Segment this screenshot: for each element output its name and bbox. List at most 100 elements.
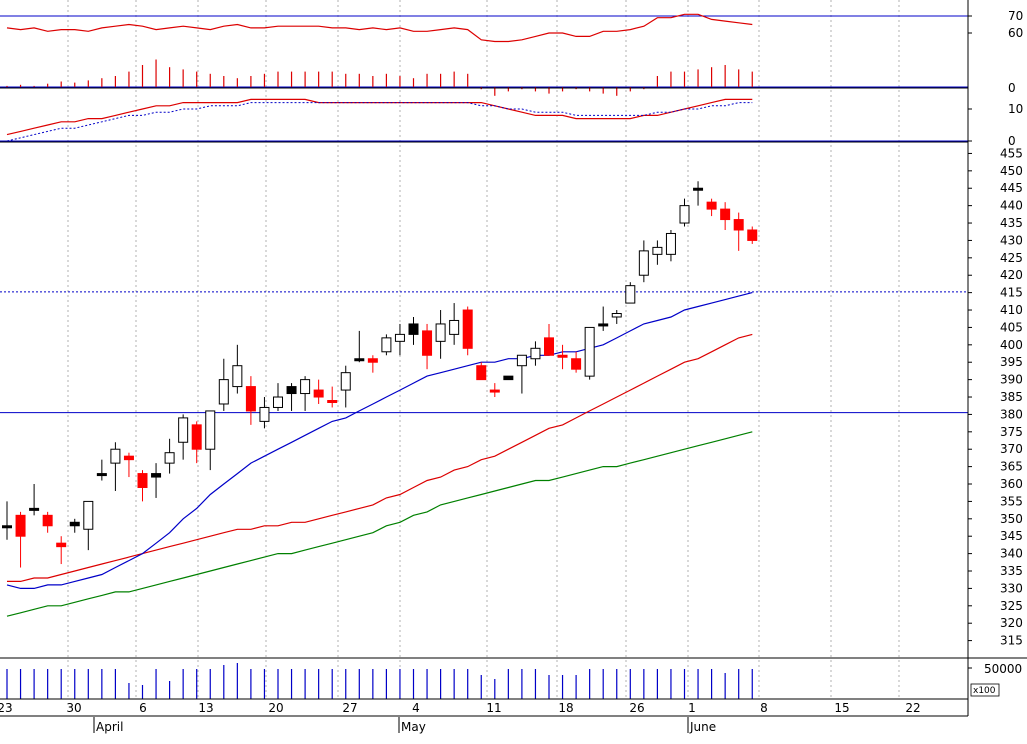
price-tick-label: 330 (1000, 581, 1023, 595)
candle (476, 362, 487, 381)
candle-body (638, 250, 649, 276)
candle (259, 397, 270, 429)
candle-body (516, 354, 527, 367)
candle (83, 500, 94, 551)
frame (0, 0, 1027, 716)
candle-body (273, 396, 283, 408)
candle-body (747, 229, 758, 241)
candle-body (123, 455, 134, 461)
candle (530, 341, 541, 366)
candle-body (42, 514, 53, 527)
candle (584, 326, 595, 380)
price-tick-label: 315 (1000, 634, 1023, 648)
candle (598, 306, 609, 331)
price-tick-label: 435 (1000, 216, 1023, 230)
candle-body (706, 201, 717, 210)
candle-body (693, 187, 704, 191)
day-label: 27 (342, 701, 357, 715)
candle (69, 518, 80, 533)
candle-body (232, 365, 243, 388)
macd-tick-label: 0 (1008, 134, 1016, 148)
candle (96, 459, 107, 481)
candle (516, 354, 527, 394)
candle (449, 303, 460, 345)
candle-body (720, 208, 731, 221)
candle (679, 198, 690, 227)
candle (665, 229, 676, 262)
macd-panel: 0 10 (0, 98, 1023, 148)
candle (42, 511, 53, 533)
candle (218, 358, 229, 411)
price-tick-label: 410 (1000, 303, 1023, 317)
candle (300, 376, 311, 411)
price-tick-label: 425 (1000, 251, 1023, 265)
candle-body (584, 326, 595, 377)
volume-multiplier-label: x100 (973, 686, 996, 696)
candle-body (381, 337, 392, 353)
price-tick-label: 375 (1000, 425, 1023, 439)
month-label: April (96, 720, 123, 734)
rsi-tick-label: 70 (1008, 9, 1023, 23)
candle-body (408, 323, 419, 335)
candle (137, 470, 148, 502)
candle-body (503, 375, 514, 381)
candle-body (96, 473, 107, 477)
candle (720, 202, 731, 230)
candle-body (137, 473, 148, 488)
day-label: 22 (905, 701, 920, 715)
price-tick-label: 450 (1000, 164, 1023, 178)
candle (638, 240, 649, 283)
candle-body (530, 347, 541, 360)
candle (340, 365, 351, 408)
candle (503, 375, 514, 381)
candle (408, 316, 419, 345)
price-panel: 315 320 325 330 335 340 345 350 355 360 365 370 375 3… (0, 146, 1023, 648)
rsi-zero-label: 0 (1008, 81, 1016, 95)
candle-body (367, 358, 378, 363)
candle-body (69, 521, 80, 527)
candle-body (259, 406, 270, 422)
macd-signal-line (6, 102, 753, 142)
candle-body (544, 337, 554, 356)
candle (462, 306, 473, 356)
ma-long-line (6, 431, 753, 617)
candle (733, 212, 744, 251)
macd-tick-label: 10 (1008, 102, 1023, 116)
month-label: May (401, 720, 426, 734)
candle-body (313, 389, 324, 398)
price-tick-label: 360 (1000, 477, 1023, 491)
candle (489, 383, 500, 398)
candle-body (733, 219, 744, 231)
candle-body (29, 507, 40, 511)
price-tick-label: 405 (1000, 320, 1023, 334)
candle-body (340, 372, 351, 391)
candle (394, 323, 405, 356)
price-tick-label: 365 (1000, 460, 1023, 474)
candle-body (245, 386, 256, 412)
candle-body (300, 379, 311, 395)
day-label: 18 (558, 701, 573, 715)
rsi-line (6, 13, 753, 43)
candle (693, 181, 704, 206)
candle (56, 536, 67, 565)
candle-body (449, 319, 460, 335)
day-label: 15 (834, 701, 849, 715)
candle (313, 379, 324, 404)
candle-body (571, 358, 582, 370)
volume-panel: 50000 x100 (6, 662, 1022, 699)
volume-multiplier-box (970, 683, 1000, 697)
candle-body (2, 525, 12, 529)
day-label: 6 (139, 701, 147, 715)
candle-body (15, 514, 26, 537)
candle (611, 310, 622, 324)
candle (164, 438, 175, 474)
candle (747, 226, 758, 244)
ma-mid-line (7, 333, 753, 582)
price-tick-label: 345 (1000, 529, 1023, 543)
grid-layer (67, 0, 900, 699)
price-tick-label: 325 (1000, 599, 1023, 613)
candle-body (178, 417, 189, 443)
candle (327, 386, 338, 408)
